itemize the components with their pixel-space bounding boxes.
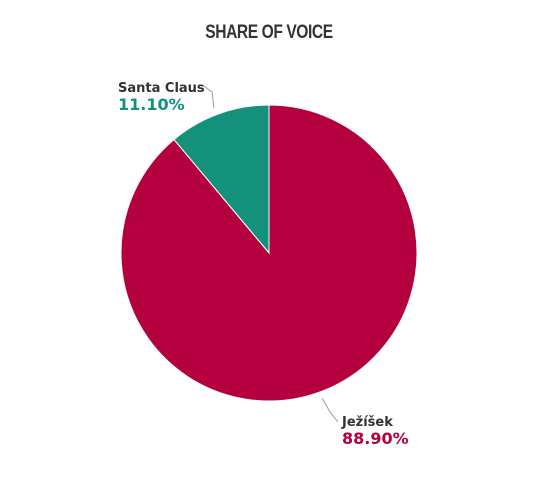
pie-slice <box>120 104 418 402</box>
slice-label: Ježíšek <box>341 415 393 430</box>
pie-slice <box>173 104 270 255</box>
slice-value-label: 11.10% <box>118 95 185 114</box>
leader-line <box>321 397 339 423</box>
slice-value-label: 88.90% <box>342 429 409 448</box>
slice-label: Santa Claus <box>118 81 205 96</box>
leader-line <box>203 85 215 109</box>
chart-title: SHARE OF VOICE <box>205 21 332 43</box>
